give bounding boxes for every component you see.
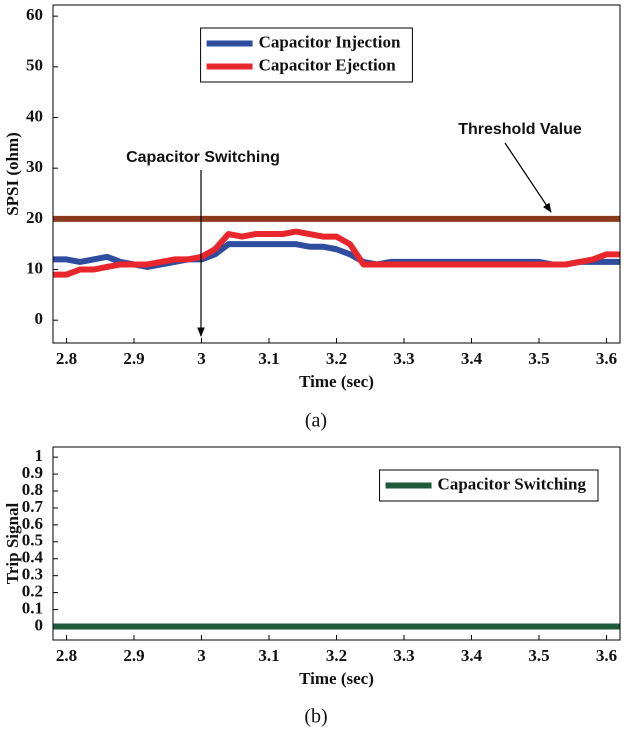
y-tick-label: 40 [26,106,43,125]
annotation: Threshold Value [458,121,582,138]
legend-label: Capacitor Switching [438,474,587,493]
y-tick-label: 0.8 [22,480,43,499]
y-tick-label: 0.1 [22,598,43,617]
x-tick-label: 2.8 [56,646,77,665]
y-tick-label: 30 [26,157,43,176]
x-tick-label: 3.5 [528,646,549,665]
x-tick-label: 3.6 [596,349,617,368]
y-tick-label: 20 [26,208,43,227]
x-tick-label: 3.2 [326,349,347,368]
y-tick-label: 0 [35,615,44,634]
y-axis-label: SPSI (ohm) [3,132,22,216]
y-tick-label: 1 [35,446,44,465]
y-tick-label: 0.2 [22,582,43,601]
y-tick-label: 50 [26,56,43,75]
axes-frame [52,4,621,344]
x-tick-label: 3.1 [258,646,279,665]
x-tick-label: 3.4 [461,646,483,665]
x-axis-label: Time (sec) [299,372,374,391]
x-tick-label: 2.9 [123,349,144,368]
series-line [53,228,620,278]
x-tick-label: 3.5 [528,349,549,368]
y-tick-label: 0 [35,309,44,328]
legend: Capacitor Injection Capacitor Ejection [200,27,413,83]
y-tick-label: 60 [26,5,43,24]
y-tick-label: 0.3 [22,565,43,584]
y-tick-label: 0.7 [22,497,44,516]
y-tick-label: 0.4 [22,548,44,567]
y-tick-label: 0.6 [22,514,43,533]
annotation-arrow [504,142,552,213]
x-tick-label: 3.4 [461,349,483,368]
x-tick-label: 3 [197,646,206,665]
x-tick-label: 3.3 [393,349,414,368]
axes-frame [52,446,621,641]
y-tick-label: 0.5 [22,531,43,550]
caption: (a) [305,410,327,432]
legend-label: Capacitor Ejection [259,55,397,74]
y-tick-label: 0.9 [22,463,43,482]
x-axis-label: Time (sec) [299,669,374,688]
x-tick-label: 3 [197,349,206,368]
x-tick-label: 3.6 [596,646,617,665]
legend-label: Capacitor Injection [259,32,401,51]
caption: (b) [304,706,327,728]
legend-box [200,27,413,83]
x-tick-label: 2.8 [56,349,77,368]
annotation: Capacitor Switching [126,149,280,166]
x-tick-label: 3.1 [258,349,279,368]
y-axis-label: Trip Signal [3,503,22,585]
legend: Capacitor Switching [379,469,599,502]
x-tick-label: 2.9 [123,646,144,665]
x-tick-label: 3.2 [326,646,347,665]
x-tick-label: 3.3 [393,646,414,665]
y-tick-label: 10 [26,258,43,277]
